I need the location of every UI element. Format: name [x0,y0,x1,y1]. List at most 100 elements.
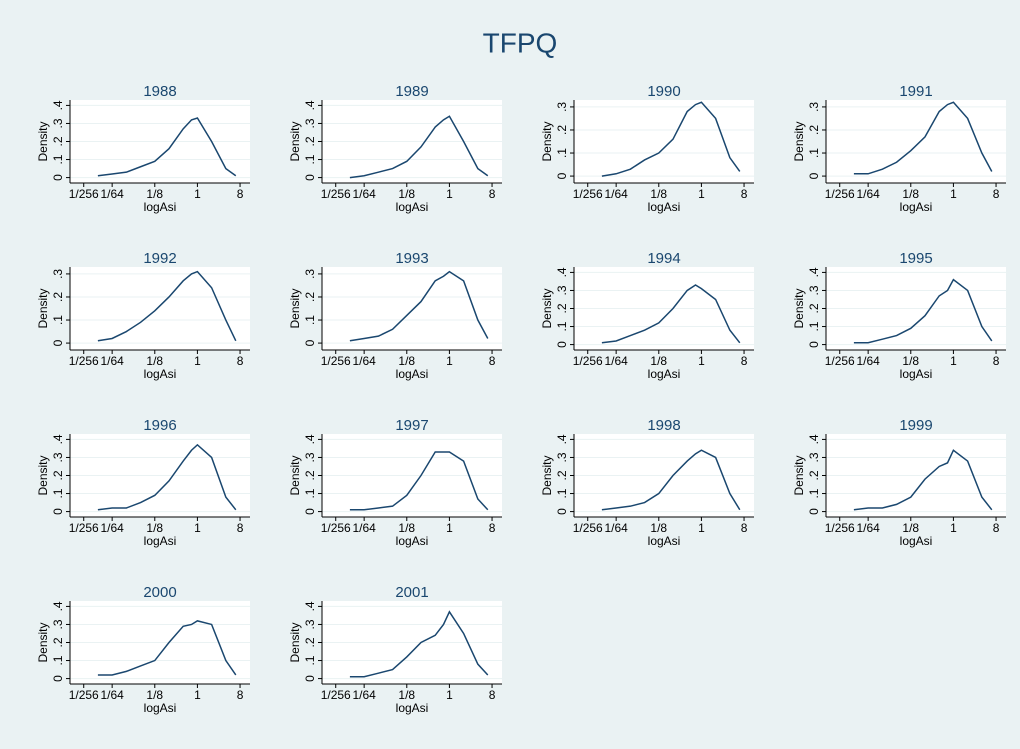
x-tick-label: 1/256 [69,688,99,702]
y-tick-label: .4 [555,267,569,277]
x-tick-label: 8 [489,187,496,201]
y-tick-label: 0 [807,508,821,515]
y-axis-label: Density [288,455,302,495]
x-tick-label: 8 [237,688,244,702]
y-axis-label: Density [36,455,50,495]
plot-area [574,100,754,183]
y-tick-label: .4 [51,434,65,444]
x-tick-label: 1 [698,187,705,201]
x-tick-label: 1/64 [352,521,376,535]
panel-title: 1990 [647,83,680,100]
y-tick-label: 0 [303,339,317,346]
x-tick-label: 1/256 [321,521,351,535]
y-tick-label: .3 [51,452,65,462]
x-tick-label: 8 [489,521,496,535]
x-tick-label: 1/256 [825,521,855,535]
x-tick-label: 1/256 [573,521,603,535]
x-tick-label: 8 [237,354,244,368]
y-tick-label: .1 [51,655,65,665]
y-tick-label: .1 [303,488,317,498]
x-tick-label: 1/8 [398,521,415,535]
y-tick-label: .1 [51,154,65,164]
x-axis-label: logAsi [396,367,429,381]
y-tick-label: .2 [555,125,569,135]
x-tick-label: 8 [741,187,748,201]
panel-title: 1998 [647,417,680,434]
y-tick-label: .1 [555,488,569,498]
y-tick-label: .3 [51,269,65,279]
y-tick-label: .1 [51,315,65,325]
x-tick-label: 1/64 [352,354,376,368]
y-tick-label: .2 [51,470,65,480]
y-tick-label: 0 [51,508,65,515]
y-tick-label: .2 [303,637,317,647]
density-line [601,101,741,177]
x-axis-label: logAsi [144,534,177,548]
panel-title: 1992 [143,250,176,267]
x-tick-label: 1 [698,521,705,535]
y-tick-label: .1 [51,488,65,498]
x-tick-label: 8 [489,688,496,702]
x-tick-label: 1 [950,521,957,535]
x-tick-label: 1/64 [604,187,628,201]
y-tick-label: 0 [51,174,65,181]
x-tick-label: 8 [993,354,1000,368]
x-axis-label: logAsi [396,534,429,548]
x-tick-label: 1/8 [902,521,919,535]
x-tick-label: 1/256 [69,187,99,201]
y-tick-label: .3 [303,118,317,128]
x-tick-label: 8 [741,521,748,535]
x-tick-label: 1/8 [398,187,415,201]
x-tick-label: 8 [993,521,1000,535]
y-tick-label: .3 [807,102,821,112]
x-tick-label: 1 [194,187,201,201]
x-tick-label: 1 [194,521,201,535]
y-tick-label: .4 [303,434,317,444]
density-line [97,270,237,342]
y-tick-label: 0 [807,341,821,348]
panel-title: 1995 [899,250,932,267]
density-line [97,117,237,177]
y-tick-label: .2 [51,292,65,302]
y-axis-label: Density [540,455,554,495]
y-axis-label: Density [36,288,50,328]
density-line [97,443,237,511]
x-tick-label: 1/64 [352,688,376,702]
y-axis-label: Density [540,121,554,161]
x-tick-label: 1/64 [604,521,628,535]
plot-area [70,267,250,350]
panel-title: 2000 [143,584,176,601]
x-tick-label: 1/8 [146,521,163,535]
x-tick-label: 8 [237,187,244,201]
x-tick-label: 1/64 [604,354,628,368]
y-tick-label: .4 [807,434,821,444]
x-tick-label: 1/256 [321,688,351,702]
x-tick-label: 1/8 [902,354,919,368]
chart-title: TFPQ [483,27,558,58]
x-axis-label: logAsi [396,200,429,214]
x-tick-label: 1/256 [69,521,99,535]
x-tick-label: 1/8 [398,354,415,368]
y-tick-label: 0 [303,508,317,515]
x-tick-label: 1/8 [650,521,667,535]
x-tick-label: 1 [446,521,453,535]
x-tick-label: 1/8 [650,187,667,201]
y-tick-label: 0 [807,172,821,179]
x-tick-label: 8 [237,521,244,535]
density-line [601,449,741,511]
y-tick-label: .4 [303,601,317,611]
x-tick-label: 8 [741,354,748,368]
y-tick-label: .4 [51,100,65,110]
y-tick-label: .3 [555,285,569,295]
y-tick-label: .3 [555,102,569,112]
y-tick-label: 0 [51,675,65,682]
y-tick-label: .3 [807,285,821,295]
y-axis-label: Density [288,288,302,328]
x-tick-label: 1/64 [100,187,124,201]
x-tick-label: 1/64 [856,354,880,368]
plot-area [322,267,502,350]
x-tick-label: 1/64 [100,354,124,368]
density-line [601,284,741,344]
density-line [349,610,489,678]
